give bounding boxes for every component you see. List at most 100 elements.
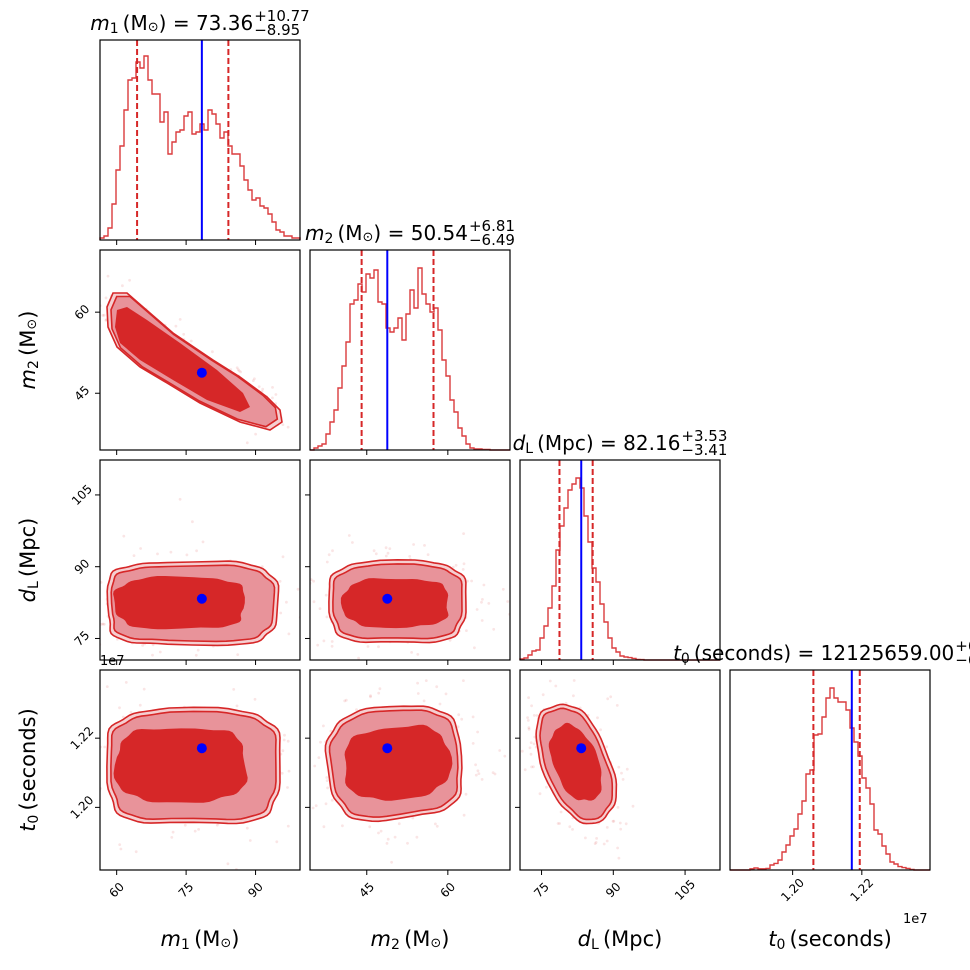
sample-point bbox=[322, 724, 325, 728]
lower-error: −66 bbox=[955, 651, 970, 669]
sample-point bbox=[530, 704, 533, 708]
sample-point bbox=[548, 679, 552, 683]
sample-point bbox=[526, 719, 530, 722]
sample-point bbox=[88, 743, 91, 746]
sample-point bbox=[313, 764, 317, 768]
sample-point bbox=[457, 713, 461, 717]
paren-open: ( bbox=[16, 802, 40, 815]
sample-point bbox=[624, 822, 628, 826]
sample-point bbox=[286, 739, 290, 743]
sample-point bbox=[197, 828, 200, 831]
sample-point bbox=[183, 823, 187, 827]
label-unit: seconds bbox=[701, 641, 784, 665]
paren-open: ( bbox=[333, 221, 346, 245]
sample-point bbox=[523, 768, 527, 772]
sample-point bbox=[444, 692, 448, 696]
sample-point bbox=[351, 541, 354, 544]
sample-point bbox=[194, 653, 198, 657]
sample-point bbox=[384, 662, 387, 665]
lower-error: −3.41 bbox=[681, 441, 728, 459]
sample-point bbox=[611, 819, 615, 823]
error-bounds: +10.77 −8.95 bbox=[254, 9, 310, 38]
sample-point bbox=[278, 579, 282, 583]
sample-point bbox=[481, 598, 484, 601]
y-tick-label: 45 bbox=[72, 383, 93, 404]
sample-point bbox=[493, 772, 497, 776]
sample-point bbox=[377, 831, 380, 835]
sample-point bbox=[492, 627, 496, 631]
sample-point bbox=[316, 643, 320, 647]
sample-point bbox=[523, 662, 526, 665]
sample-point bbox=[415, 835, 419, 839]
sample-point bbox=[423, 544, 426, 547]
paren-open: ( bbox=[533, 431, 545, 455]
sample-point bbox=[527, 727, 531, 731]
label-unit: Mpc bbox=[544, 431, 586, 455]
paren-open: ( bbox=[16, 347, 40, 361]
label-subscript: 0 bbox=[26, 814, 42, 824]
x-tick-label: 75 bbox=[176, 880, 197, 901]
sample-point bbox=[471, 715, 475, 719]
sample-point bbox=[211, 350, 214, 354]
sample-point bbox=[388, 547, 392, 550]
sample-point bbox=[424, 679, 428, 682]
sample-point bbox=[357, 656, 360, 660]
sample-point bbox=[226, 862, 230, 866]
sample-point bbox=[310, 578, 313, 581]
sample-point bbox=[390, 860, 393, 864]
label-unit: M bbox=[345, 221, 363, 245]
sample-point bbox=[538, 792, 542, 796]
sample-point bbox=[102, 313, 106, 317]
sample-point bbox=[158, 873, 161, 876]
paren-close: ) bbox=[16, 517, 40, 526]
panel-frame bbox=[309, 249, 511, 451]
sample-point bbox=[417, 667, 420, 670]
sample-point bbox=[72, 758, 75, 761]
label-symbol: m bbox=[160, 927, 181, 951]
label-subscript: 0 bbox=[680, 651, 690, 667]
sample-point bbox=[461, 568, 465, 571]
paren-close: ) bbox=[783, 641, 792, 665]
sample-point bbox=[305, 560, 308, 563]
sample-point bbox=[416, 681, 419, 685]
paren-open: ( bbox=[118, 11, 131, 35]
histogram-m2 bbox=[309, 249, 511, 455]
sample-point bbox=[462, 562, 466, 566]
label-unit: Mpc bbox=[16, 525, 40, 569]
sample-point bbox=[471, 742, 475, 745]
sample-point bbox=[312, 600, 316, 604]
sample-point bbox=[312, 579, 315, 583]
sample-point bbox=[408, 555, 412, 558]
contour-panel-m2-t0: 45 60 bbox=[305, 669, 511, 900]
sample-point bbox=[386, 551, 390, 555]
sample-point bbox=[329, 729, 333, 733]
sample-point bbox=[86, 852, 89, 855]
sample-point bbox=[193, 829, 197, 833]
sample-point bbox=[341, 824, 344, 828]
sample-point bbox=[369, 694, 372, 698]
sample-point bbox=[104, 318, 108, 322]
panel-frame bbox=[99, 459, 301, 661]
histogram-step-line bbox=[99, 55, 301, 240]
sample-point bbox=[599, 728, 602, 732]
contour-inner bbox=[113, 576, 245, 630]
sample-point bbox=[296, 587, 300, 591]
sample-point bbox=[307, 760, 310, 763]
sample-point bbox=[616, 806, 620, 809]
sample-point bbox=[254, 432, 257, 436]
sample-point bbox=[279, 611, 283, 615]
sample-point bbox=[422, 699, 426, 703]
equals-sign: = bbox=[166, 11, 196, 35]
contour-inner bbox=[344, 724, 453, 801]
sample-point bbox=[306, 728, 309, 731]
paren-close: ) bbox=[16, 708, 40, 717]
sample-point bbox=[526, 716, 529, 719]
sample-point bbox=[617, 856, 621, 860]
sample-point bbox=[438, 702, 442, 706]
sample-point bbox=[527, 696, 530, 699]
sample-point bbox=[369, 695, 372, 699]
label-subscript: L bbox=[525, 441, 534, 457]
sample-point bbox=[122, 534, 126, 538]
